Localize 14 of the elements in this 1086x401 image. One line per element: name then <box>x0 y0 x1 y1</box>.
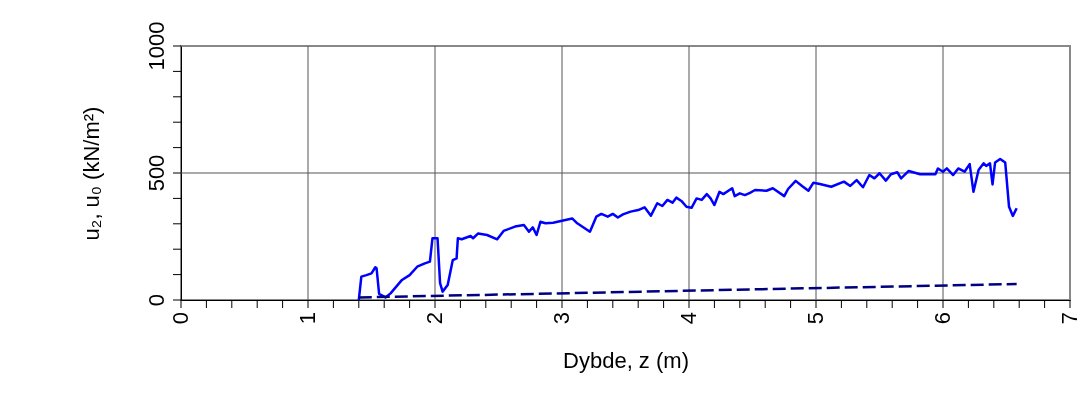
x-tick-label: 5 <box>803 312 828 325</box>
x-tick-label: 6 <box>930 312 955 325</box>
x-tick-label: 3 <box>549 312 574 325</box>
x-tick-label: 7 <box>1057 312 1082 325</box>
x-tick-label: 0 <box>168 312 193 325</box>
x-tick-label: 1 <box>295 312 320 325</box>
y-tick-label: 500 <box>144 154 169 192</box>
x-tick-label: 2 <box>422 312 447 325</box>
y-tick-label: 0 <box>144 293 169 307</box>
y-tick-label: 1000 <box>144 21 169 71</box>
line-series <box>357 157 1018 302</box>
y-axis-title: u₂, u₀ (kN/m²) <box>78 106 104 241</box>
x-axis-title: Dybde, z (m) <box>563 347 689 373</box>
x-tick-label: 4 <box>676 312 701 325</box>
